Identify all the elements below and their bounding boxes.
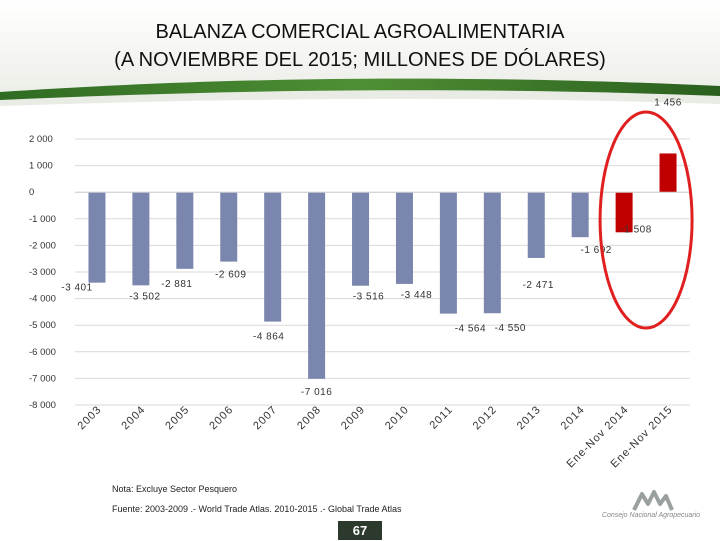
header-background [0, 0, 720, 108]
bar-2011 [439, 192, 457, 314]
bar-2006 [220, 192, 238, 262]
title-line-2: (A NOVIEMBRE DEL 2015; MILLONES DE DÓLAR… [114, 49, 606, 71]
y-tick-label: 2 000 [29, 134, 53, 145]
y-tick-label: -6 000 [29, 347, 56, 358]
bar-2003 [88, 192, 106, 283]
bar-ene-nov-2015 [659, 153, 677, 193]
footnote-source: Fuente: 2003-2009 .- World Trade Atlas. … [112, 504, 402, 514]
x-tick-label: 2013 [515, 404, 544, 433]
y-tick-label: -4 000 [29, 294, 56, 305]
x-tick-label: 2010 [383, 404, 412, 433]
x-tick-label: 2009 [339, 404, 368, 433]
data-label: -2 881 [161, 279, 192, 290]
x-tick-label: 2014 [559, 404, 588, 433]
page-number: 67 [338, 521, 382, 540]
trade-balance-bar-chart: 2 000 1 000 0 -1 000 -2 000 -3 000 -4 000 -5 00… [29, 97, 694, 470]
cna-logo-icon [632, 490, 674, 511]
bar-2007 [264, 192, 282, 322]
chart-title: BALANZA COMERCIAL AGROALIMENTARIA (A NOV… [0, 18, 720, 74]
data-label: -1 508 [620, 224, 651, 235]
x-tick-label: 2006 [207, 404, 236, 433]
bar-2013 [527, 192, 545, 258]
x-tick-label: 2012 [471, 404, 500, 433]
data-label: -2 471 [523, 280, 554, 291]
footnote-note: Nota: Excluye Sector Pesquero [112, 484, 238, 494]
data-label: -3 448 [401, 290, 432, 301]
bar-2012 [483, 192, 501, 314]
data-label: -4 864 [253, 332, 284, 343]
y-tick-label: -8 000 [29, 400, 56, 411]
cna-logo-text: Consejo Nacional Agropecuario [601, 512, 701, 519]
data-label: -3 502 [129, 291, 160, 302]
x-tick-label: 2008 [295, 404, 324, 433]
header-banner [0, 0, 720, 108]
title-line-1: BALANZA COMERCIAL AGROALIMENTARIA [155, 21, 565, 43]
bar-ene-nov-2014 [615, 192, 633, 233]
bar-2004 [132, 192, 150, 286]
data-label: -2 609 [215, 270, 246, 281]
x-tick-label: 2004 [119, 404, 148, 433]
data-label: -1 692 [580, 245, 611, 256]
data-label: 1 456 [654, 97, 682, 108]
y-tick-label: -3 000 [29, 267, 56, 278]
data-label: -4 550 [495, 323, 526, 334]
x-tick-label: 2003 [75, 404, 104, 433]
y-tick-label: -2 000 [29, 240, 56, 251]
data-label: -3 401 [61, 283, 92, 294]
data-label: -7 016 [301, 387, 332, 398]
bar-2009 [352, 192, 370, 286]
bar-2005 [176, 192, 194, 269]
x-tick-label: 2011 [427, 404, 455, 432]
y-tick-label: -1 000 [29, 214, 56, 225]
x-tick-label: 2007 [251, 404, 280, 433]
data-label: -4 564 [455, 324, 486, 335]
bar-2010 [395, 192, 413, 284]
bar-2008 [308, 192, 326, 379]
data-label: -3 516 [353, 292, 384, 303]
bar-2014 [571, 192, 589, 238]
x-tick-label: 2005 [163, 404, 192, 433]
highlight-ellipse [598, 110, 694, 330]
y-tick-label: -7 000 [29, 373, 56, 384]
y-tick-label: -5 000 [29, 320, 56, 331]
cna-logo: Consejo Nacional Agropecuario [596, 484, 706, 524]
y-tick-label: 1 000 [29, 161, 53, 172]
y-tick-label: 0 [29, 187, 34, 198]
